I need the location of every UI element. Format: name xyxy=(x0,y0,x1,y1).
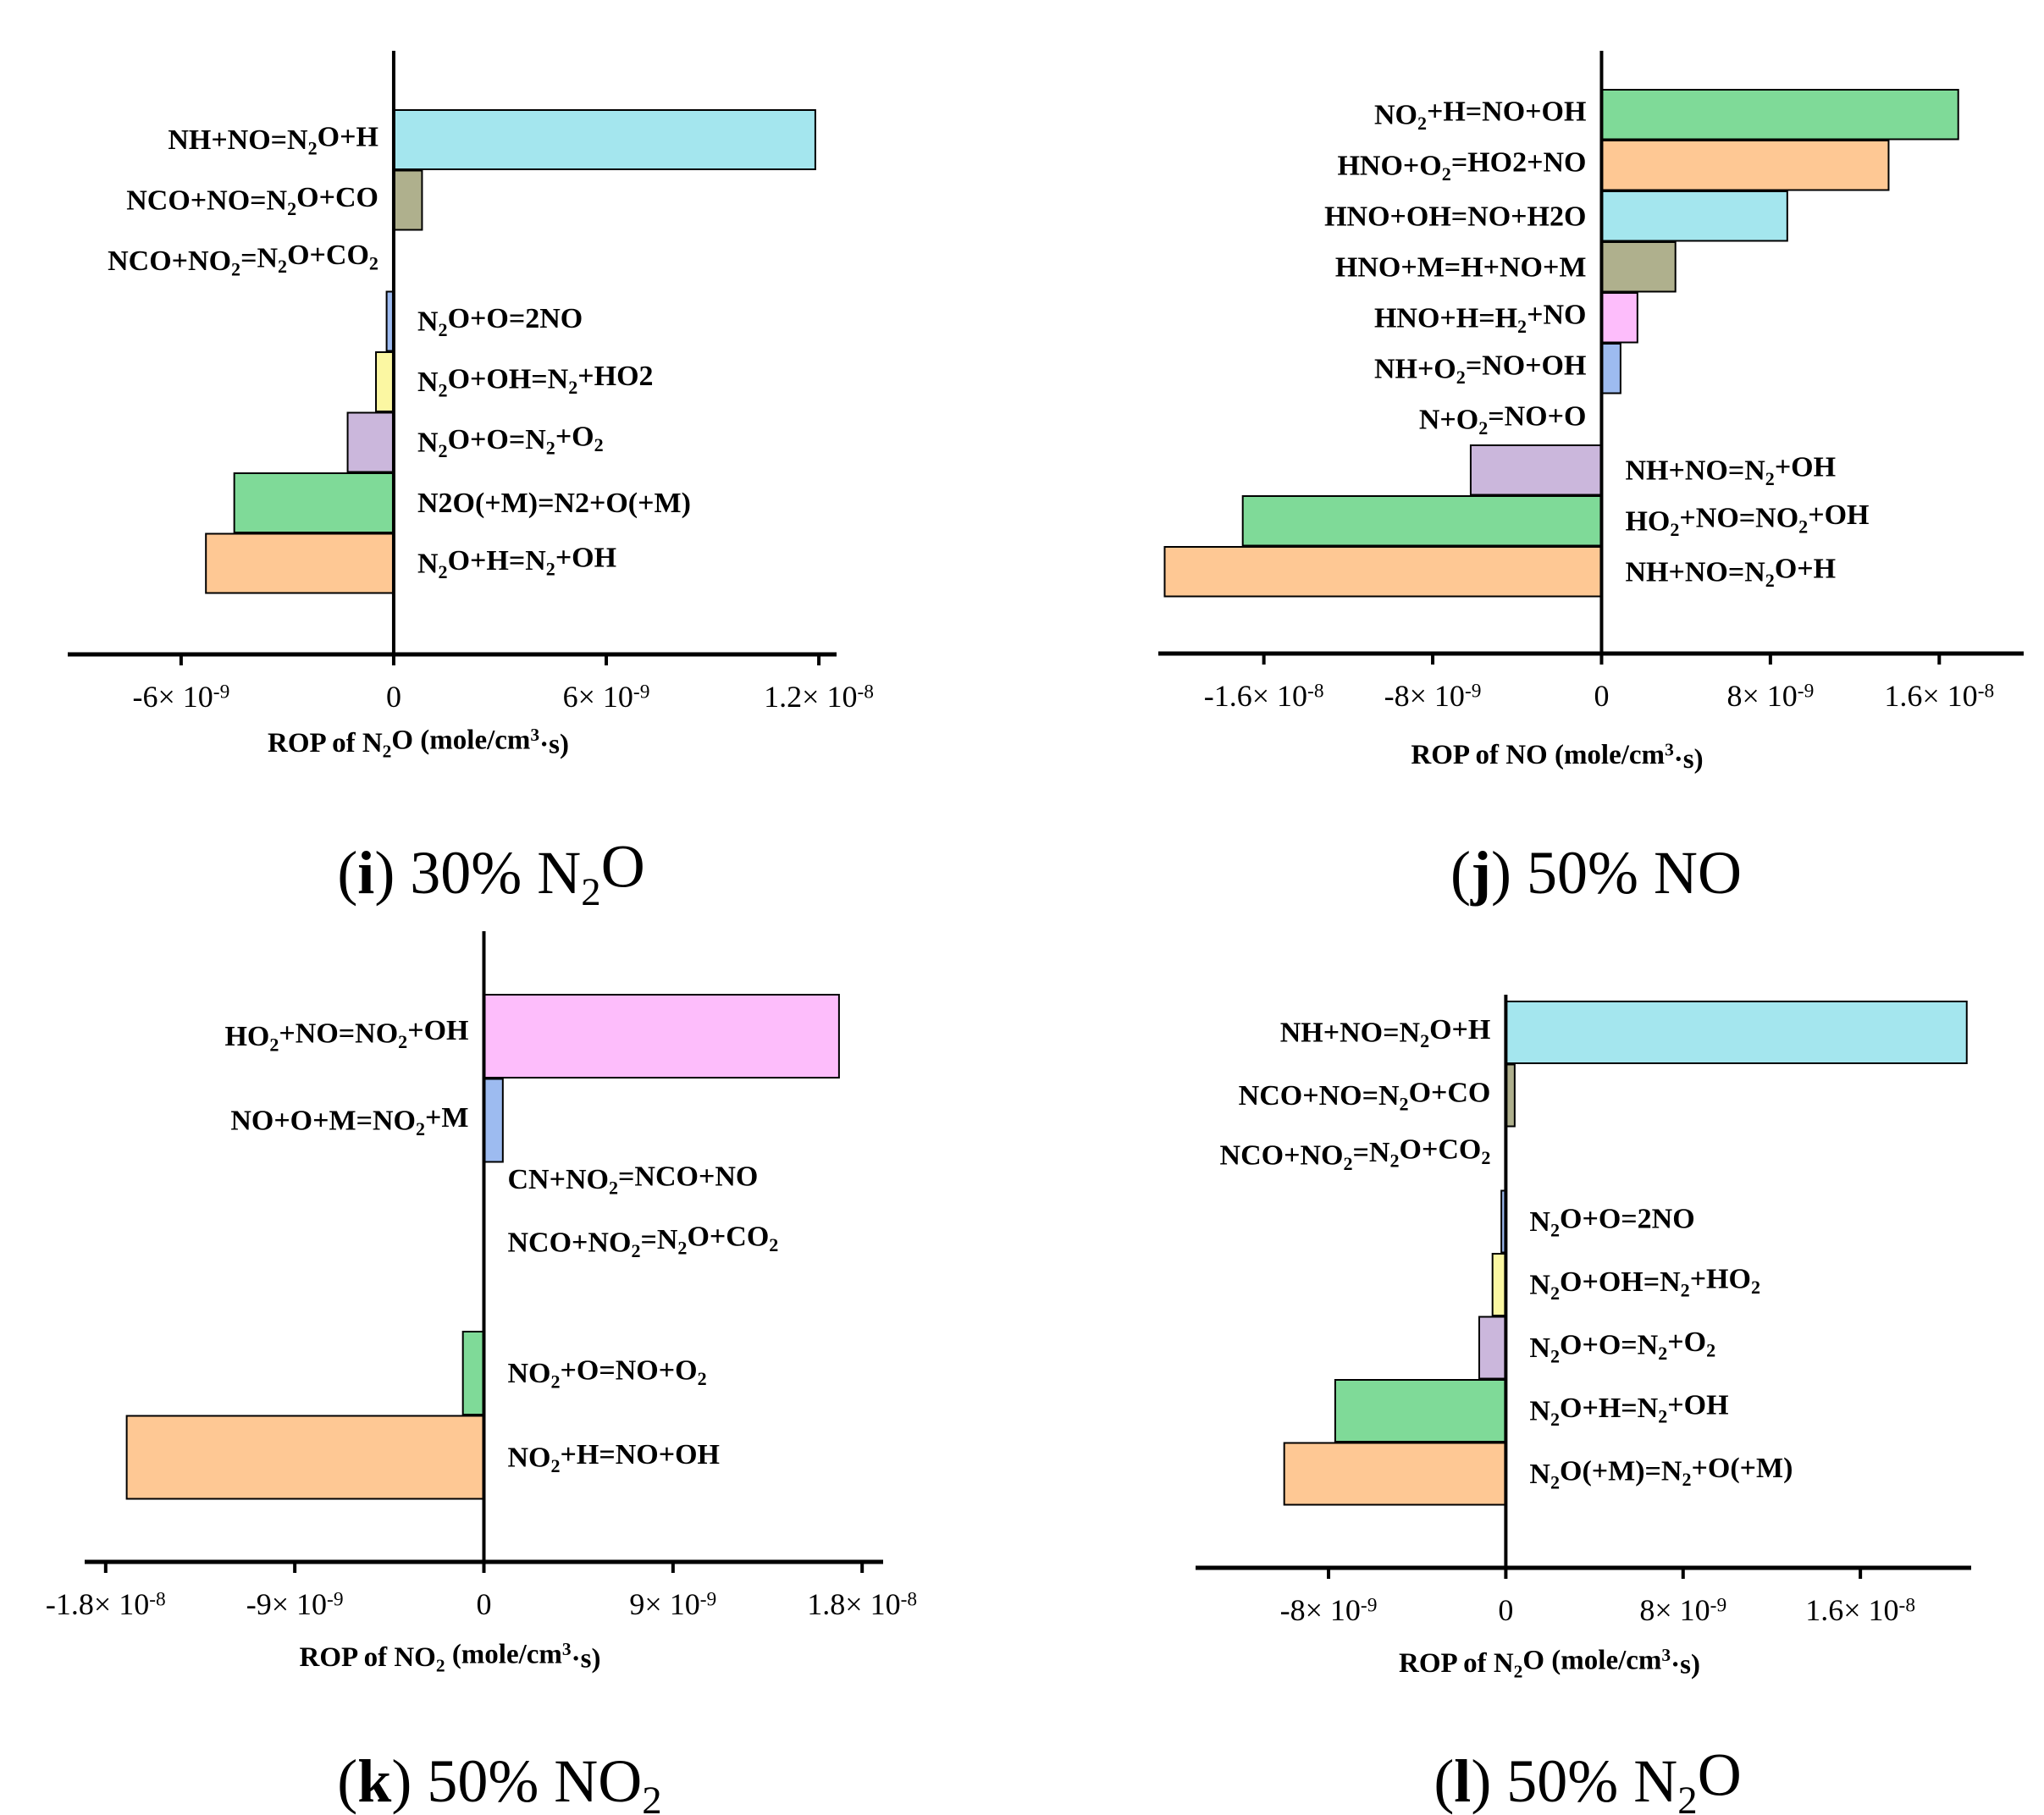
bar-j-9 xyxy=(1163,546,1603,598)
bar-k-4 xyxy=(461,1331,485,1415)
tick-label-j-1: -8× 10-9 xyxy=(1384,679,1482,713)
bar-label-j-5: NH+O2=NO+OH xyxy=(1374,350,1587,388)
bar-label-k-0: HO2+NO=NO2+OH xyxy=(224,1015,468,1056)
tick-label-l-3: 1.6× 10-8 xyxy=(1805,1593,1915,1627)
bar-label-j-2: HNO+OH=NO+H2O xyxy=(1324,201,1586,232)
tick-label-l-1: 0 xyxy=(1498,1593,1513,1627)
bar-j-1 xyxy=(1600,140,1890,191)
chart-j: NO2+H=NO+OH HNO+O2=HO2+NO HNO+OH=NO+H2O HNO… xyxy=(1158,51,2024,907)
bar-l-7 xyxy=(1283,1442,1507,1506)
bar-label-j-4: HNO+H=H2+NO xyxy=(1374,300,1587,337)
tick-label-j-3: 8× 10-9 xyxy=(1726,679,1814,713)
bar-label-l-5: N2O+O=N2+O2 xyxy=(1529,1327,1715,1367)
tick-label-k-2: 0 xyxy=(477,1587,492,1621)
bar-j-4 xyxy=(1600,292,1638,344)
tick-label-k-0: -1.8× 10-8 xyxy=(46,1587,166,1621)
bar-label-k-4: NO2+O=NO+O2 xyxy=(508,1354,707,1392)
bar-label-j-6: N+O2=NO+O xyxy=(1419,401,1587,439)
bar-k-5 xyxy=(125,1415,485,1500)
bar-i-5 xyxy=(346,411,395,473)
bar-l-5 xyxy=(1478,1316,1507,1380)
bar-j-3 xyxy=(1600,241,1677,293)
bar-i-6 xyxy=(233,472,395,533)
chart-l: NH+NO=N2O+H NCO+NO=N2O+CO NCO+NO2=N2O+CO2 N… xyxy=(1196,995,1971,1815)
tick-label-i-2: 6× 10-9 xyxy=(563,680,650,714)
bar-label-j-1: HNO+O2=HO2+NO xyxy=(1337,147,1586,185)
bar-label-j-7: NH+NO=N2+OH xyxy=(1625,452,1836,489)
bar-label-k-2: CN+NO2=NCO+NO xyxy=(508,1161,759,1198)
bar-label-k-5: NO2+H=NO+OH xyxy=(508,1439,721,1476)
bar-i-1 xyxy=(392,169,423,231)
x-axis-label-l: ROP of N2O (mole/cm3·s) xyxy=(1399,1645,1700,1682)
tick-label-i-3: 1.2× 10-8 xyxy=(764,680,874,714)
bar-label-j-0: NO2+H=NO+OH xyxy=(1374,97,1587,134)
bar-j-8 xyxy=(1241,495,1603,547)
tick-label-j-2: 0 xyxy=(1594,679,1609,713)
tick-label-k-4: 1.8× 10-8 xyxy=(807,1587,917,1621)
tick-label-i-1: 0 xyxy=(386,680,401,714)
bar-label-l-4: N2O+OH=N2+HO2 xyxy=(1529,1263,1760,1304)
bar-label-l-3: N2O+O=2NO xyxy=(1529,1203,1694,1240)
bar-j-7 xyxy=(1469,444,1603,496)
bar-i-7 xyxy=(205,532,395,594)
bar-label-l-1: NCO+NO=N2O+CO xyxy=(1239,1077,1491,1114)
bar-label-i-7: N2O+H=N2+OH xyxy=(417,542,616,582)
bar-label-l-2: NCO+NO2=N2O+CO2 xyxy=(1220,1134,1491,1174)
bar-l-0 xyxy=(1505,1001,1968,1064)
tick-label-j-0: -1.6× 10-8 xyxy=(1204,679,1324,713)
caption-k: (k) 50% NO2 xyxy=(337,1747,661,1815)
bar-label-i-3: N2O+O=2NO xyxy=(417,303,583,340)
tick-label-k-3: 9× 10-9 xyxy=(629,1587,716,1621)
caption-j: (j) 50% NO xyxy=(1450,839,1742,907)
bar-l-6 xyxy=(1334,1379,1507,1443)
bar-label-i-4: N2O+OH=N2+HO2 xyxy=(417,361,654,401)
bar-label-j-3: HNO+M=H+NO+M xyxy=(1335,251,1587,283)
chart-k: HO2+NO=NO2+OH NO+O+M=NO2+M CN+NO2=NCO+NO NC… xyxy=(46,931,917,1815)
caption-i: (i) 30% N2O xyxy=(337,832,644,914)
bar-label-i-6: N2O(+M)=N2+O(+M) xyxy=(417,488,691,519)
bar-label-l-7: N2O(+M)=N2+O(+M) xyxy=(1529,1453,1793,1493)
bar-label-i-0: NH+NO=N2O+H xyxy=(168,121,378,158)
bar-label-l-6: N2O+H=N2+OH xyxy=(1529,1389,1728,1430)
x-axis-label-j: ROP of NO (mole/cm3·s) xyxy=(1411,739,1703,775)
chart-i: NH+NO=N2O+H NCO+NO=N2O+CO NCO+NO2=N2O+CO2 N… xyxy=(68,51,874,914)
bar-l-4 xyxy=(1491,1253,1507,1316)
bar-j-2 xyxy=(1600,190,1788,242)
bar-i-0 xyxy=(392,109,816,170)
x-axis-label-k: ROP of NO2 (mole/cm3·s) xyxy=(300,1639,601,1676)
bar-j-0 xyxy=(1600,89,1959,141)
bar-label-j-8: HO2+NO=NO2+OH xyxy=(1625,499,1869,540)
tick-label-k-1: -9× 10-9 xyxy=(246,1587,344,1621)
bar-label-k-1: NO+O+M=NO2+M xyxy=(230,1102,468,1139)
bar-label-j-9: NH+NO=N2O+H xyxy=(1625,554,1836,591)
bar-k-0 xyxy=(483,994,840,1079)
bar-i-4 xyxy=(375,351,395,412)
bar-k-1 xyxy=(483,1078,504,1163)
tick-label-l-2: 8× 10-9 xyxy=(1639,1593,1726,1627)
tick-label-j-4: 1.6× 10-8 xyxy=(1884,679,1994,713)
bar-j-5 xyxy=(1600,343,1621,394)
bar-label-i-1: NCO+NO=N2O+CO xyxy=(126,182,378,219)
caption-l: (l) 50% N2O xyxy=(1434,1741,1741,1815)
bar-label-i-2: NCO+NO2=N2O+CO2 xyxy=(108,240,378,280)
bar-label-l-0: NH+NO=N2O+H xyxy=(1280,1014,1491,1051)
bar-label-i-5: N2O+O=N2+O2 xyxy=(417,421,604,461)
tick-label-l-0: -8× 10-9 xyxy=(1280,1593,1378,1627)
tick-label-i-0: -6× 10-9 xyxy=(133,680,230,714)
x-axis-label-i: ROP of N2O (mole/cm3·s) xyxy=(268,725,569,762)
bar-label-k-3: NCO+NO2=N2O+CO2 xyxy=(508,1221,779,1261)
